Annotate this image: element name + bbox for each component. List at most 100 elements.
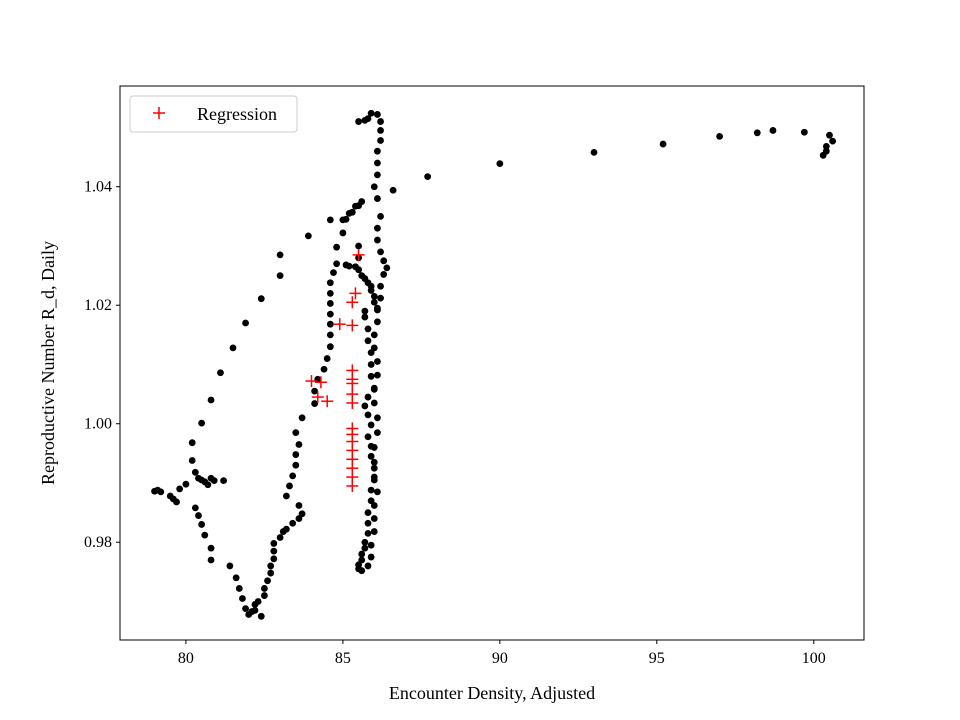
observed-point	[380, 257, 388, 265]
observed-point	[361, 544, 369, 552]
observed-point	[826, 131, 833, 139]
regression-point	[352, 248, 365, 261]
observed-point	[355, 242, 362, 250]
observed-point	[235, 585, 243, 592]
observed-point	[367, 486, 375, 494]
observed-point	[374, 488, 381, 496]
regression-point	[346, 479, 359, 492]
observed-point	[355, 266, 362, 274]
observed-point	[270, 540, 278, 547]
observed-point	[769, 127, 777, 134]
observed-point	[326, 343, 334, 351]
observed-point	[374, 429, 381, 437]
observed-point	[311, 387, 319, 395]
observed-point	[320, 365, 328, 373]
observed-point	[157, 488, 165, 496]
legend-regression-marker	[153, 107, 165, 119]
x-tick-label: 80	[178, 650, 194, 667]
observed-point	[201, 531, 209, 539]
observed-point	[367, 109, 375, 117]
observed-point	[364, 393, 372, 401]
regression-point	[321, 395, 334, 408]
legend-plus-icon	[153, 107, 165, 119]
regression-point	[305, 375, 318, 388]
observed-point	[367, 553, 375, 561]
observed-point	[383, 264, 391, 272]
observed-point	[195, 512, 202, 519]
observed-point	[188, 439, 196, 447]
observed-point	[590, 148, 598, 156]
observed-point	[374, 414, 381, 422]
observed-point	[374, 371, 381, 379]
observed-point	[182, 480, 190, 488]
observed-point	[298, 510, 306, 518]
observed-point	[339, 229, 347, 237]
observed-point	[370, 399, 378, 407]
observed-point	[829, 137, 837, 145]
legend-box	[129, 95, 298, 133]
y-axis-label: Reproductive Number R_d, Daily	[38, 241, 58, 485]
x-tick-label: 100	[802, 650, 826, 667]
observed-point	[374, 159, 381, 167]
observed-point	[370, 444, 378, 451]
observed-point	[270, 547, 278, 555]
observed-point	[370, 385, 378, 393]
observed-point	[374, 195, 381, 202]
observed-point	[364, 411, 372, 419]
observed-point	[377, 127, 384, 134]
observed-point	[361, 307, 369, 315]
regression-point	[346, 396, 359, 409]
observed-point	[716, 132, 723, 140]
observed-point	[295, 502, 303, 509]
observed-point	[326, 310, 334, 318]
observed-point	[295, 441, 303, 448]
observed-point	[374, 236, 381, 244]
observed-point	[370, 331, 378, 339]
observed-point	[229, 344, 237, 352]
observed-point	[326, 300, 334, 307]
observed-point	[333, 260, 341, 268]
observed-point	[176, 485, 184, 493]
observed-point	[367, 361, 375, 368]
observed-point	[276, 534, 284, 541]
observed-point	[304, 232, 312, 240]
observed-point	[276, 251, 284, 259]
observed-point	[374, 147, 381, 155]
observed-point	[753, 129, 761, 137]
observed-point	[374, 224, 381, 232]
observed-point	[188, 457, 196, 464]
observed-point	[326, 216, 334, 224]
observed-point	[261, 585, 268, 592]
observed-point	[333, 243, 341, 251]
observed-point	[251, 606, 259, 614]
observed-point	[374, 306, 381, 314]
observed-point	[377, 282, 384, 290]
observed-point	[355, 118, 362, 125]
y-tick-label: 1.00	[84, 416, 112, 433]
observed-point	[286, 482, 293, 490]
observed-point	[204, 481, 212, 489]
observed-point	[367, 287, 375, 294]
observed-point	[217, 369, 224, 377]
observed-point	[377, 294, 384, 302]
observed-point	[659, 140, 667, 148]
observed-point	[361, 538, 369, 546]
legend-regression-label: Regression	[197, 104, 277, 124]
observed-point	[257, 295, 265, 303]
observed-point	[254, 598, 262, 605]
observed-point	[198, 521, 206, 528]
observed-point	[370, 292, 378, 300]
observed-point	[355, 202, 362, 210]
observed-point	[267, 562, 275, 570]
y-tick-label: 0.98	[84, 534, 112, 551]
observed-point	[289, 519, 297, 527]
observed-point	[207, 556, 215, 564]
observed-point	[364, 529, 372, 537]
x-tick-label: 90	[492, 650, 508, 667]
regression-point	[346, 377, 359, 390]
observed-point	[198, 419, 206, 427]
observed-point	[270, 555, 278, 563]
observed-point	[276, 272, 284, 280]
observed-point	[374, 318, 381, 326]
